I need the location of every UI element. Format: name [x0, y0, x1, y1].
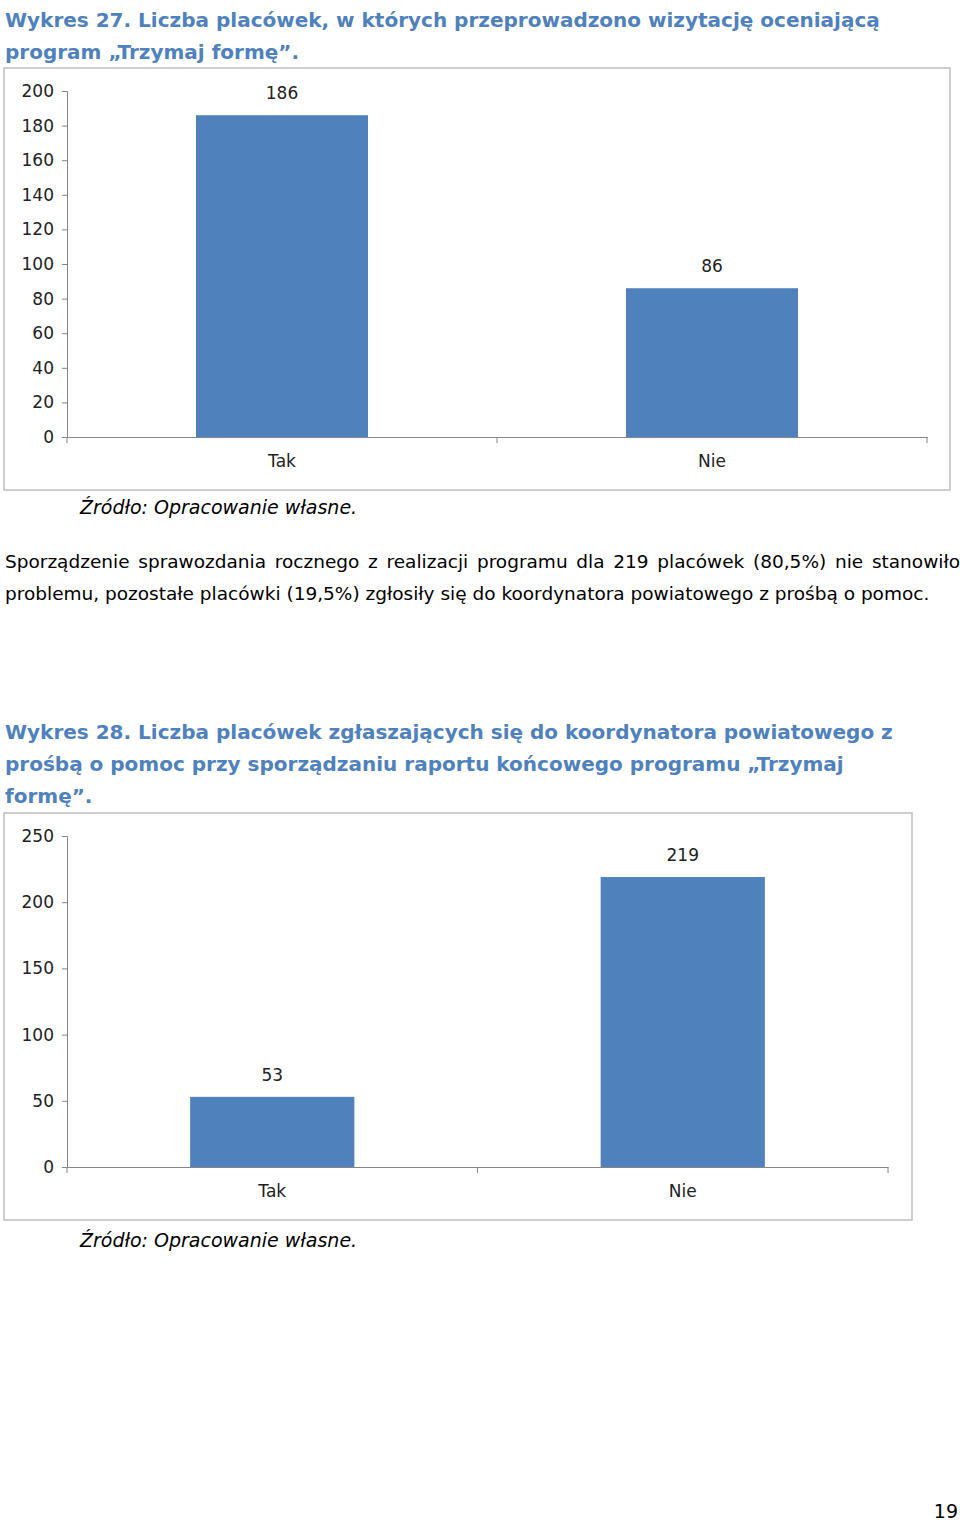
y-tick-label: 60 — [32, 323, 54, 343]
y-tick-mark — [62, 368, 67, 369]
y-tick: 250 — [22, 826, 67, 846]
y-tick-mark — [62, 902, 67, 903]
y-tick: 150 — [22, 958, 67, 978]
bars — [190, 877, 765, 1167]
y-tick-mark — [62, 126, 67, 127]
y-tick-mark — [62, 195, 67, 196]
x-axis: Tak Nie — [68, 437, 928, 471]
y-tick-mark — [62, 1101, 67, 1102]
y-tick-mark — [62, 264, 67, 265]
y-tick-label: 200 — [22, 892, 54, 912]
y-tick-label: 80 — [32, 289, 54, 309]
y-tick-mark — [62, 299, 67, 300]
chart-title: Wykres 28. Liczba placówek zgłaszających… — [5, 716, 935, 812]
x-tick: Nie — [669, 1167, 697, 1201]
data-label: 186 — [266, 83, 298, 103]
y-tick-label: 100 — [22, 254, 54, 274]
y-tick-label: 0 — [43, 427, 54, 447]
y-tick: 0 — [43, 427, 67, 447]
bar — [190, 1097, 354, 1167]
source-note: Źródło: Opracowanie własne. — [79, 1229, 357, 1251]
paragraph: Sporządzenie sprawozdania rocznego z rea… — [5, 546, 960, 610]
y-tick: 140 — [22, 185, 67, 205]
y-tick: 200 — [22, 892, 67, 912]
y-tick-mark — [62, 229, 67, 230]
x-tick: Tak — [257, 1167, 286, 1201]
y-tick: 0 — [43, 1157, 67, 1177]
y-axis: 0 20 40 60 80 100 120 140 160 180 200 — [22, 81, 68, 447]
chart-frame — [4, 68, 950, 490]
y-tick-label: 0 — [43, 1157, 54, 1177]
x-boundary-tick — [477, 1167, 478, 1173]
chart: 0 50 100 150 200 250 Tak Nie 53 219 Źródło: Opraco… — [4, 813, 912, 1251]
y-tick-mark — [62, 402, 67, 403]
data-label: 219 — [667, 845, 699, 865]
x-tick-label: Tak — [257, 1181, 286, 1201]
x-tick-label: Nie — [669, 1181, 697, 1201]
bar — [196, 115, 368, 437]
y-tick-label: 50 — [32, 1091, 54, 1111]
x-boundary-tick — [927, 437, 928, 443]
y-tick-mark — [62, 968, 67, 969]
x-boundary-tick — [67, 437, 68, 443]
y-axis-line — [62, 92, 68, 438]
y-tick-label: 250 — [22, 826, 54, 846]
y-axis-line — [62, 837, 68, 1168]
y-tick-mark — [62, 1035, 67, 1036]
y-tick-mark — [62, 160, 67, 161]
x-boundary-tick — [67, 1167, 68, 1173]
y-tick-mark — [62, 1167, 67, 1168]
chart: 0 20 40 60 80 100 120 140 160 180 200 Tak Nie 186 86 Źr… — [4, 68, 950, 518]
x-tick: Tak — [267, 437, 296, 471]
y-tick: 200 — [22, 81, 67, 101]
x-tick-label: Tak — [267, 451, 296, 471]
y-tick: 120 — [22, 219, 67, 239]
y-tick: 20 — [32, 392, 67, 412]
y-tick-mark — [62, 333, 67, 334]
y-tick-label: 120 — [22, 219, 54, 239]
x-axis: Tak Nie — [68, 1167, 889, 1201]
x-tick: Nie — [698, 437, 726, 471]
y-axis: 0 50 100 150 200 250 — [22, 826, 68, 1177]
y-tick-label: 160 — [22, 150, 54, 170]
y-tick: 160 — [22, 150, 67, 170]
y-tick-label: 20 — [32, 392, 54, 412]
x-boundary-tick — [497, 437, 498, 443]
y-tick-label: 100 — [22, 1025, 54, 1045]
data-label: 53 — [261, 1065, 283, 1085]
y-tick: 60 — [32, 323, 67, 343]
x-tick-label: Nie — [698, 451, 726, 471]
y-tick-label: 140 — [22, 185, 54, 205]
y-tick: 180 — [22, 116, 67, 136]
source-note: Źródło: Opracowanie własne. — [79, 496, 357, 518]
y-tick: 100 — [22, 1025, 67, 1045]
page-number: 19 — [934, 1500, 958, 1522]
x-boundary-tick — [888, 1167, 889, 1173]
y-tick-label: 200 — [22, 81, 54, 101]
y-tick-label: 40 — [32, 358, 54, 378]
y-tick: 40 — [32, 358, 67, 378]
y-tick-mark — [62, 836, 67, 837]
bar — [601, 877, 765, 1167]
y-tick: 80 — [32, 289, 67, 309]
bar — [626, 288, 798, 437]
y-tick: 50 — [32, 1091, 67, 1111]
bars — [196, 115, 798, 437]
y-tick-mark — [62, 437, 67, 438]
chart-frame — [4, 813, 912, 1220]
data-label: 86 — [701, 256, 723, 276]
chart-title: Wykres 27. Liczba placówek, w których pr… — [5, 4, 935, 68]
y-tick-label: 150 — [22, 958, 54, 978]
y-tick-mark — [62, 91, 67, 92]
y-tick: 100 — [22, 254, 67, 274]
y-tick-label: 180 — [22, 116, 54, 136]
